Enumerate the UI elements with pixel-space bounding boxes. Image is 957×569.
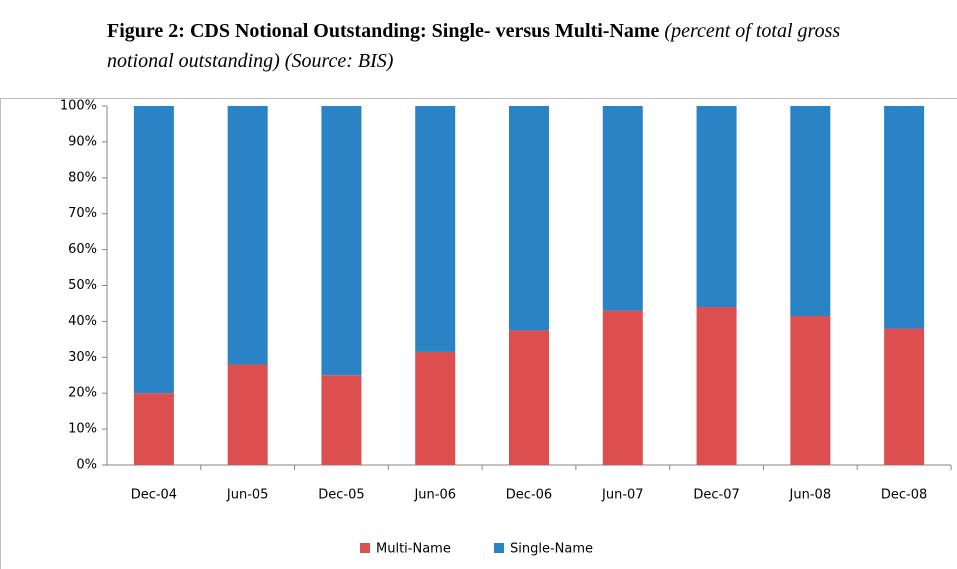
x-tick-label: Dec-05: [318, 488, 364, 503]
y-tick-label: 70%: [68, 206, 97, 221]
x-tick-label: Jun-07: [601, 488, 644, 503]
bar-segment: [321, 106, 362, 376]
legend-label: Multi-Name: [376, 542, 451, 557]
bar-segment: [227, 364, 268, 465]
legend-label: Single-Name: [510, 542, 593, 557]
bar-segment: [133, 393, 174, 465]
chart-frame: [0, 98, 957, 569]
x-tick-label: Jun-06: [413, 488, 456, 503]
bar-segment: [415, 106, 456, 352]
x-tick-label: Dec-08: [881, 488, 927, 503]
x-tick-label: Dec-07: [693, 488, 739, 503]
legend-swatch: [494, 543, 504, 553]
x-tick-label: Dec-04: [131, 488, 177, 503]
y-tick-label: 40%: [68, 314, 97, 329]
bar-segment: [133, 106, 174, 394]
y-tick-label: 0%: [76, 458, 97, 473]
bar-segment: [227, 106, 268, 365]
x-tick-label: Dec-06: [506, 488, 552, 503]
bar-segment: [509, 330, 549, 465]
bar-segment: [790, 106, 831, 317]
y-tick-label: 60%: [68, 242, 97, 257]
bar-segment: [790, 316, 831, 465]
y-tick-label: 10%: [68, 422, 97, 437]
chart-title: Figure 2: CDS Notional Outstanding: Sing…: [107, 20, 660, 42]
bar-segment: [509, 106, 549, 331]
legend-swatch: [360, 543, 370, 553]
y-tick-label: 80%: [68, 170, 97, 185]
y-tick-label: 100%: [60, 99, 97, 114]
x-tick-label: Jun-05: [226, 488, 269, 503]
y-tick-label: 20%: [68, 386, 97, 401]
x-tick-label: Jun-08: [789, 488, 832, 503]
bar-segment: [415, 351, 456, 465]
bar-segment: [696, 106, 737, 308]
chart-title-block: Figure 2: CDS Notional Outstanding: Sing…: [107, 16, 897, 76]
chart-subtitle: (percent of total gross notional outstan…: [107, 20, 841, 72]
bar-segment: [696, 307, 737, 465]
bar-segment: [884, 328, 925, 465]
y-tick-label: 50%: [68, 278, 97, 293]
y-tick-label: 30%: [68, 350, 97, 365]
bar-segment: [321, 375, 362, 465]
y-tick-label: 90%: [68, 134, 97, 149]
bar-segment: [602, 106, 643, 311]
bar-segment: [884, 106, 925, 329]
bar-segment: [602, 310, 643, 465]
